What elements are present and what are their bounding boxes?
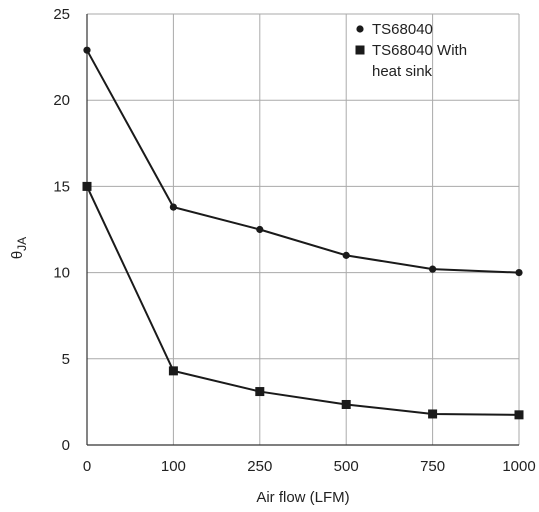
data-point: [82, 181, 92, 191]
y-tick-label: 15: [53, 178, 70, 195]
data-point: [169, 203, 177, 211]
y-tick-label: 10: [53, 265, 70, 282]
x-tick-label: 100: [161, 458, 186, 475]
data-point: [514, 410, 524, 420]
x-tick-labels: 0 100 250 500 750 1000: [83, 458, 536, 475]
x-tick-label: 500: [334, 458, 359, 475]
legend-label: TS68040 With: [372, 42, 467, 59]
legend-marker: [356, 25, 364, 33]
y-axis-label-subscript: JA: [15, 237, 29, 251]
x-tick-label: 250: [247, 458, 272, 475]
data-point: [255, 387, 265, 397]
data-point: [429, 265, 437, 273]
data-point: [341, 399, 351, 409]
x-tick-label: 750: [420, 458, 445, 475]
y-tick-label: 20: [53, 92, 70, 109]
legend-marker: [355, 45, 365, 55]
data-point: [342, 251, 350, 259]
series-markers: [82, 46, 524, 420]
legend: TS68040 TS68040 With heat sink: [355, 21, 467, 80]
y-axis-label: θJA: [9, 237, 29, 259]
y-tick-label: 25: [53, 6, 70, 23]
series-lines: [86, 49, 520, 416]
x-tick-label: 1000: [502, 458, 535, 475]
legend-label: TS68040: [372, 21, 433, 38]
y-axis-label-theta: θ: [9, 251, 26, 259]
y-tick-label: 0: [62, 437, 70, 454]
y-tick-label: 5: [62, 351, 70, 368]
data-point: [256, 225, 264, 234]
series-line: [86, 185, 520, 416]
series-line: [86, 49, 520, 274]
data-point: [83, 46, 91, 54]
legend-label: heat sink: [372, 63, 433, 80]
x-tick-label: 0: [83, 458, 91, 475]
data-point: [428, 409, 438, 419]
grid: [86, 13, 520, 446]
y-tick-labels: 0 5 10 15 20 25: [53, 6, 70, 454]
data-point: [168, 366, 178, 376]
x-axis-label: Air flow (LFM): [256, 489, 349, 506]
data-point: [515, 269, 523, 277]
